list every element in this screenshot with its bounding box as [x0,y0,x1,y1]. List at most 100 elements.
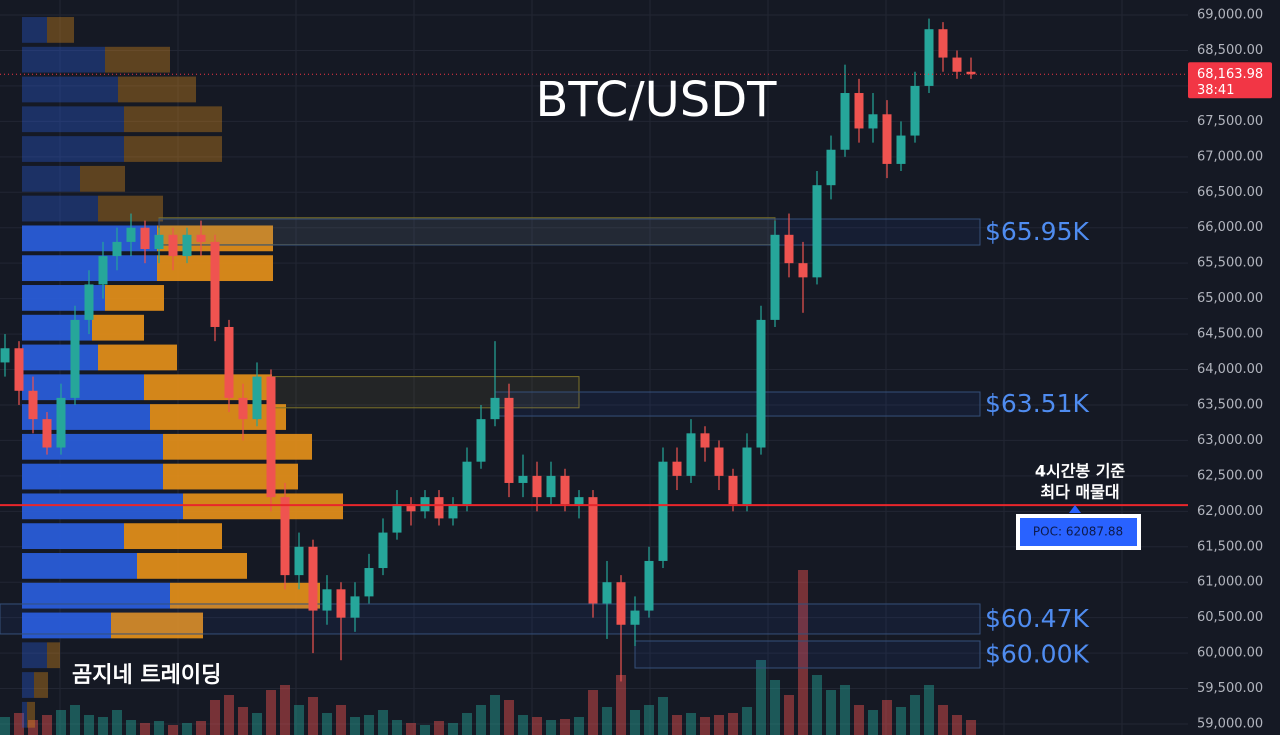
volume-bar [784,695,794,735]
candle-body [392,504,402,533]
volume-bar [952,715,962,735]
volume-bar [210,700,220,735]
candle-body [238,397,248,420]
candle-body [560,475,570,505]
profile-buy-bar [22,225,157,252]
candle-body [812,185,822,278]
volume-bar [560,719,570,735]
y-tick-label: 66,000.00 [1197,220,1263,235]
profile-sell-bar [92,314,144,341]
profile-sell-bar [150,404,286,430]
volume-bar [546,720,556,735]
y-tick-label: 62,000.00 [1197,504,1263,519]
volume-bar [378,710,388,735]
last-price-box [1188,62,1272,99]
volume-bar [728,713,738,735]
candle-body [714,447,724,476]
volume-bar [196,721,206,735]
candle-body [770,234,780,320]
volume-bar [924,685,934,735]
candle-body [210,241,220,327]
volume-bar [616,675,626,735]
volume-bar [14,713,24,735]
profile-sell-bar [163,433,312,460]
y-tick-label: 66,500.00 [1197,185,1263,200]
profile-sell-bar [80,165,125,192]
candle-body [294,546,304,576]
y-tick-label: 64,000.00 [1197,362,1263,377]
poc-label: POC: 62087.88 [1033,525,1123,539]
y-tick-label: 60,000.00 [1197,646,1263,661]
y-tick-label: 63,000.00 [1197,433,1263,448]
candle-body [602,582,612,604]
profile-sell-bar [118,76,196,103]
candle-body [336,589,346,618]
y-tick-label: 62,500.00 [1197,468,1263,483]
candle-body [728,475,738,505]
candle-body [112,241,122,257]
volume-bar [140,723,150,735]
y-tick-label: 61,000.00 [1197,575,1263,590]
candle-body [798,263,808,278]
profile-sell-bar [137,553,247,579]
volume-bar [224,695,234,735]
profile-sell-bar [183,493,343,520]
profile-buy-bar [22,136,124,162]
candle-body [476,419,486,462]
volume-bar [602,707,612,735]
candle-body [518,475,528,483]
candle-body [966,71,976,75]
poc-box [1016,514,1141,550]
volume-bar [364,715,374,735]
candle-body [574,497,584,505]
y-tick-label: 65,500.00 [1197,256,1263,271]
candle-body [56,397,66,448]
candle-body [378,532,388,569]
profile-buy-bar [22,463,163,490]
profile-sell-bar [105,46,170,73]
candle-body [868,114,878,129]
zone-label: $60.47K [985,604,1089,633]
volume-bar [126,720,136,735]
volume-bar [840,685,850,735]
volume-bar [742,707,752,735]
candle-body [490,397,500,420]
volume-bar [42,715,52,735]
candle-body [896,135,906,164]
candle-body [532,475,542,498]
candle-body [70,319,80,398]
candle-body [504,397,514,483]
volume-bar [588,690,598,735]
volume-bar [770,680,780,735]
volume-bar [504,700,514,735]
volume-bar [56,710,66,735]
profile-sell-bar [47,17,74,43]
volume-bar [896,707,906,735]
volume-bar [420,725,430,735]
candle-body [686,433,696,476]
profile-sell-bar [34,672,48,698]
candle-body [616,582,626,625]
zone-box [0,603,981,635]
candle-body [322,589,332,611]
candle-body [140,227,150,249]
candle-body [924,29,934,86]
volume-bar [350,717,360,735]
volume-bar [910,695,920,735]
y-tick-label: 59,500.00 [1197,681,1263,696]
poc-note: 4시간봉 기준 [1035,462,1126,481]
candle-body [364,568,374,597]
profile-sell-bar [47,642,60,669]
candle-body [0,348,10,363]
candle-body [308,546,318,611]
y-tick-label: 59,000.00 [1197,717,1263,732]
candle-body [672,461,682,476]
y-tick-label: 67,500.00 [1197,114,1263,129]
candle-body [154,234,164,249]
profile-buy-bar [22,195,98,222]
volume-bar [476,705,486,735]
zone-box [634,640,981,669]
poc-arrow [1069,505,1081,513]
volume-bar [826,690,836,735]
